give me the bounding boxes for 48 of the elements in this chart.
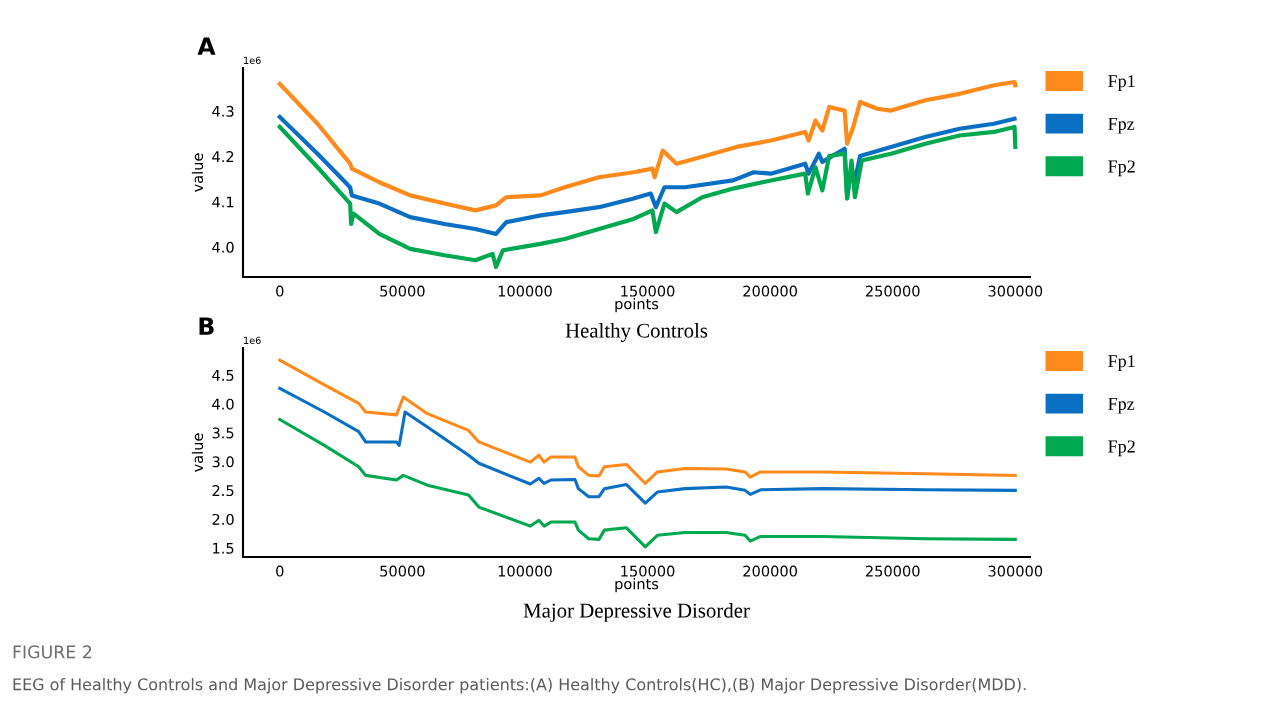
line-series — [277, 79, 1018, 213]
y-tick-label: 4.3 — [212, 105, 234, 117]
x-tick-label: 50000 — [380, 285, 425, 297]
y-axis-title: value — [191, 153, 204, 192]
line-series — [278, 386, 1017, 505]
caption: FIGURE 2 — [13, 645, 92, 659]
y-tick-label: 4.0 — [212, 398, 234, 410]
line-series — [278, 358, 1017, 485]
y-tick-label: 2.0 — [212, 513, 234, 525]
x-tick-label: 200000 — [743, 285, 797, 297]
text: Major Depressive Disorder — [523, 602, 750, 622]
x-tick-label: 100000 — [498, 565, 552, 577]
legend-label: Fpz — [1108, 117, 1135, 134]
x-tick-label: 300000 — [988, 285, 1043, 297]
y-tick-label: 4.5 — [212, 370, 234, 381]
x-tick-label: 0 — [276, 285, 284, 297]
y-tick-label: 2.5 — [212, 485, 234, 497]
text: EEG of Healthy Controls and Major Depressive Disorder patients:(A) Healthy Controls(HC),(B) Major Depressive Disorder(MDD). — [13, 678, 1026, 694]
x-tick-label: 100000 — [498, 285, 552, 297]
text: 1e6 — [244, 56, 261, 65]
line-series — [278, 417, 1017, 549]
legend-label: Fp2 — [1108, 440, 1135, 457]
text: Fp1 — [1108, 355, 1135, 371]
y-tick-label: 4.0 — [212, 241, 234, 253]
y-tick-label: 3.0 — [212, 456, 234, 468]
y-axis-title: value — [191, 433, 204, 472]
legend-label: Fp1 — [1108, 75, 1135, 91]
x-axis-title: points — [615, 298, 659, 313]
text: Healthy Controls — [565, 322, 708, 342]
x-tick-label: 250000 — [865, 285, 920, 297]
legend-label: Fp2 — [1108, 160, 1135, 177]
x-axis-title: points — [615, 578, 659, 593]
chart-title: B — [199, 317, 214, 335]
x-tick-label: 250000 — [865, 565, 920, 577]
x-tick-label: 150000 — [621, 285, 675, 297]
x-tick-label: 200000 — [743, 565, 797, 577]
text: 1e6 — [244, 336, 261, 345]
text: Fpz — [1108, 397, 1135, 414]
x-tick-label: 150000 — [621, 565, 675, 577]
y-tick-label: 3.5 — [212, 427, 234, 439]
y-tick-label: 4.1 — [212, 196, 234, 208]
x-tick-label: 0 — [276, 565, 284, 577]
line-series — [277, 124, 1018, 270]
x-tick-label: 300000 — [988, 565, 1043, 577]
y-tick-label: 1.5 — [213, 542, 234, 554]
y-tick-label: 4.2 — [212, 151, 234, 162]
x-tick-label: 50000 — [380, 565, 425, 577]
chart-title: A — [197, 37, 216, 55]
